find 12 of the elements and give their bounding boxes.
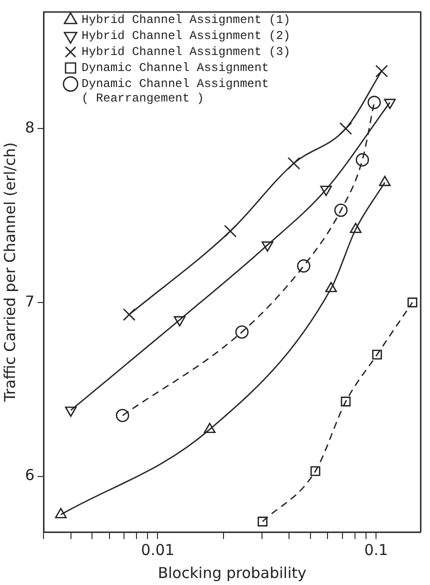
x-axis-title: Blocking probability — [158, 564, 307, 582]
y-axis-title: Traffic Carried per Channel (erl/ch) — [0, 142, 19, 403]
y-tick-label: 6 — [24, 466, 35, 484]
legend-label: Hybrid Channel Assignment (2) — [82, 29, 290, 44]
legend-label: Hybrid Channel Assignment (1) — [82, 13, 290, 28]
x-tick-label: 0.01 — [141, 540, 174, 559]
legend-label: Dynamic Channel Assignment — [82, 61, 269, 76]
legend-label: Dynamic Channel Assignment ( Rearrangement ) — [82, 77, 269, 106]
y-tick-label: 7 — [24, 292, 35, 310]
x-tick-label: 0.1 — [364, 540, 388, 559]
y-tick-label: 8 — [24, 118, 35, 136]
legend-label: Hybrid Channel Assignment (3) — [82, 45, 290, 60]
